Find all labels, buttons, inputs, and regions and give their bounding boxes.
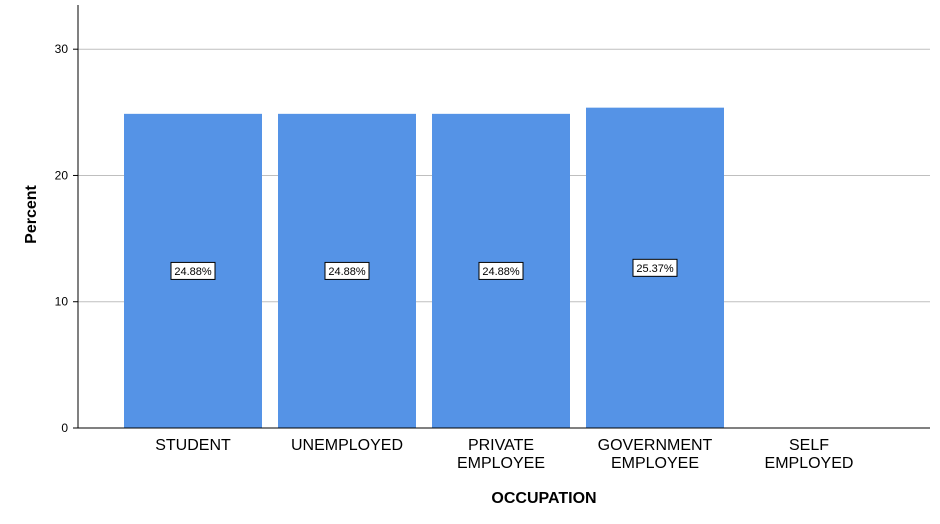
x-axis-title: OCCUPATION [491,490,596,507]
y-tick-label: 20 [55,168,69,182]
data-label: 24.88% [328,266,366,278]
y-tick-label: 0 [61,421,68,435]
y-tick-label: 10 [55,295,69,309]
data-label: 24.88% [174,266,212,278]
y-axis-title: Percent [23,184,40,243]
y-tick-labels: 0 10 20 30 [55,42,69,435]
x-tick-labels: STUDENT UNEMPLOYED PRIVATEEMPLOYEEGOVERNME… [155,437,853,472]
x-tick-label: PRIVATE [468,437,534,454]
data-label-box [478,261,524,280]
x-tick-label: SELF [789,437,829,454]
axes [73,5,930,429]
x-tick-label: EMPLOYEE [457,455,545,472]
x-tick-label: EMPLOYEE [611,455,699,472]
x-tick-label: EMPLOYED [765,455,854,472]
x-tick-label: STUDENT [155,437,231,454]
data-label-box [324,261,370,280]
y-tick-label: 30 [55,42,69,56]
data-label-box [632,258,678,277]
data-labels: 24.88% 24.88% 24.88% 25.37% [170,258,678,280]
x-tick-label: UNEMPLOYED [291,437,403,454]
x-tick-label: GOVERNMENT [598,437,713,454]
data-label: 25.37% [636,263,674,275]
data-label: 24.88% [482,266,520,278]
data-label-box [170,261,216,280]
